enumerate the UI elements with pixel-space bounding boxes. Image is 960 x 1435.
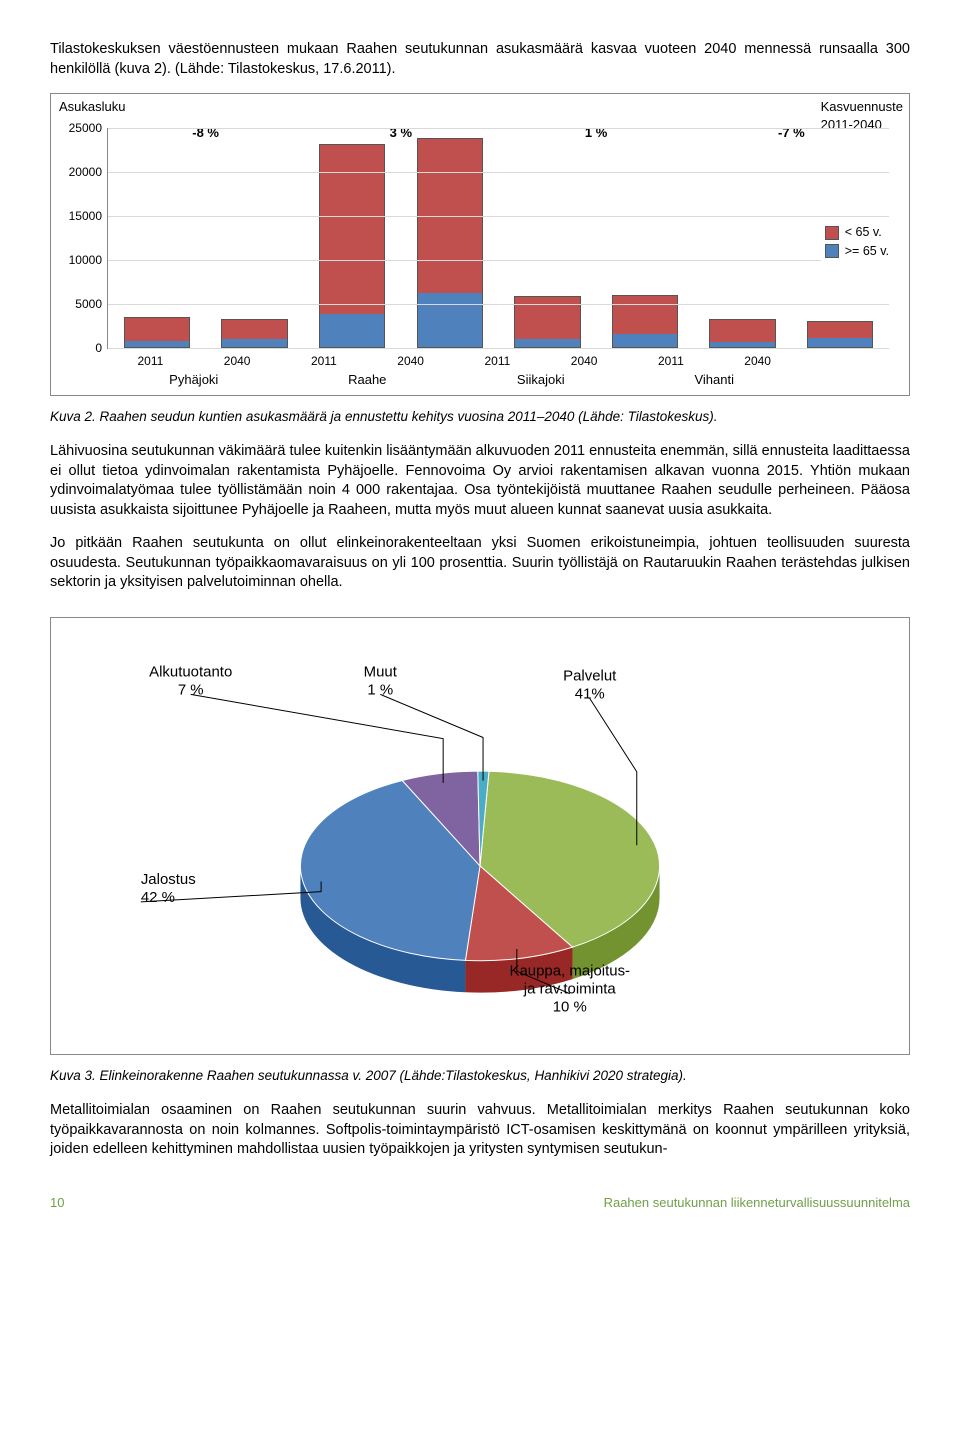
bar-slot <box>596 128 694 348</box>
pie-chart-figure: Alkutuotanto7 % Muut1 % Palvelut41% Jalostu… <box>50 617 910 1055</box>
x-group-label: Raahe <box>281 371 455 389</box>
x-year-label: 2040 <box>541 353 628 369</box>
percent-label: -7 % <box>694 124 889 142</box>
leader-line <box>380 694 483 780</box>
bar-slot <box>694 128 792 348</box>
legend-item: < 65 v. <box>825 224 889 241</box>
pie-label: Kauppa, majoitus-ja rav.toiminta10 % <box>510 963 631 1016</box>
x-year-label: 2011 <box>281 353 368 369</box>
percent-label: -8 % <box>108 124 303 142</box>
stacked-bar <box>124 317 190 348</box>
x-year-label: 2040 <box>367 353 454 369</box>
figure3-caption: Kuva 3. Elinkeinorakenne Raahen seutukun… <box>50 1067 910 1085</box>
figure2-caption: Kuva 2. Raahen seudun kuntien asukasmäär… <box>50 408 910 426</box>
pie-svg: Alkutuotanto7 % Muut1 % Palvelut41% Jalostu… <box>71 636 889 1036</box>
percent-label: 3 % <box>303 124 498 142</box>
page-footer: 10 Raahen seutukunnan liikenneturvallisu… <box>50 1194 910 1212</box>
bar-slot <box>108 128 206 348</box>
leader-line <box>191 694 443 783</box>
x-group-label: Vihanti <box>628 371 802 389</box>
paragraph-3: Jo pitkään Raahen seutukunta on ollut el… <box>50 534 910 593</box>
page-number: 10 <box>50 1194 64 1212</box>
pie-label: Alkutuotanto7 % <box>149 663 232 698</box>
pie-label: Muut1 % <box>364 663 398 698</box>
stacked-bar <box>221 319 287 348</box>
x-year-label: 2011 <box>628 353 715 369</box>
bar-slot <box>401 128 499 348</box>
stacked-bar <box>612 295 678 348</box>
y-axis-title: Asukasluku <box>59 98 125 116</box>
bar-slot <box>499 128 597 348</box>
percent-label: 1 % <box>499 124 694 142</box>
bar-chart-figure: Asukasluku Kasvuennuste 2011-2040 050001… <box>50 93 910 396</box>
paragraph-2: Lähivuosina seutukunnan väkimäärä tulee … <box>50 442 910 520</box>
stacked-bar <box>709 319 775 348</box>
x-year-label: 2011 <box>107 353 194 369</box>
stacked-bar <box>319 144 385 348</box>
pie-label: Jalostus42 % <box>141 871 196 906</box>
bar-slot <box>303 128 401 348</box>
bar-plot-area: 0500010000150002000025000 -8 %3 %1 %-7 % <box>107 128 889 349</box>
x-year-label: 2011 <box>454 353 541 369</box>
stacked-bar <box>417 138 483 348</box>
x-year-label: 2040 <box>714 353 801 369</box>
paragraph-4: Metallitoimialan osaaminen on Raahen seu… <box>50 1101 910 1160</box>
intro-paragraph: Tilastokeskuksen väestöennusteen mukaan … <box>50 40 910 79</box>
stacked-bar <box>807 321 873 349</box>
footer-title: Raahen seutukunnan liikenneturvallisuuss… <box>604 1194 910 1212</box>
bar-slot <box>206 128 304 348</box>
x-year-label: 2040 <box>194 353 281 369</box>
legend-item: >= 65 v. <box>825 243 889 260</box>
pie-label: Palvelut41% <box>563 667 617 702</box>
bar-legend: < 65 v. >= 65 v. <box>821 218 893 266</box>
x-group-label: Pyhäjoki <box>107 371 281 389</box>
x-group-label: Siikajoki <box>454 371 628 389</box>
